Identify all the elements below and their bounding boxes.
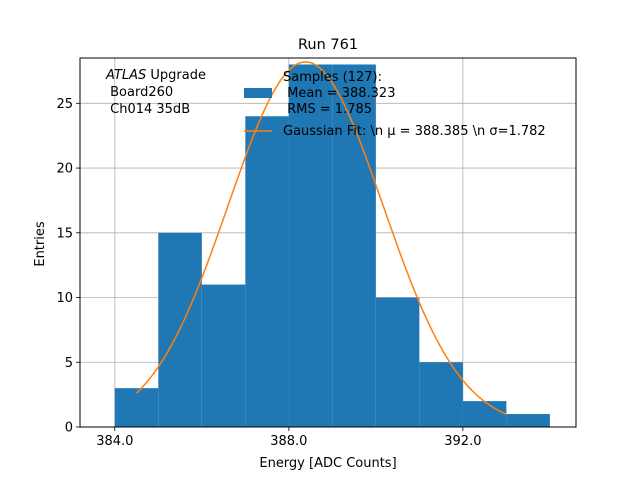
histogram-bar — [288, 64, 333, 427]
gaussian-fit-curve — [136, 61, 507, 415]
x-axis-label: Energy [ADC Counts] — [259, 456, 396, 471]
annotation-upgrade: Upgrade — [146, 68, 206, 83]
annotation-line-3: Ch014 35dB — [106, 102, 190, 117]
y-tick-label: 5 — [65, 356, 73, 371]
y-axis-label: Entries — [33, 221, 48, 267]
x-tick-label: 388.0 — [270, 434, 307, 449]
y-tick-label: 10 — [56, 291, 73, 306]
chart-title: Run 761 — [298, 37, 358, 53]
legend-samples-line-1: Samples (127): — [283, 70, 382, 85]
legend: Samples (127): Mean = 388.323 RMS = 1.78… — [244, 70, 546, 139]
histogram-bar — [506, 414, 550, 427]
y-tick-label: 20 — [56, 162, 73, 177]
x-tick-label: 384.0 — [96, 434, 133, 449]
histogram-bar — [332, 64, 376, 427]
gaussian-fit — [136, 61, 507, 415]
histogram-bar — [375, 297, 420, 427]
y-tick-label: 0 — [65, 421, 73, 436]
histogram-bar — [462, 401, 507, 427]
legend-samples-line-3: RMS = 1.785 — [283, 102, 372, 117]
legend-samples-line-2: Mean = 388.323 — [283, 86, 395, 101]
histogram-bars — [114, 64, 550, 428]
atlas-annotation: ATLAS Upgrade Board260 Ch014 35dB — [105, 68, 206, 117]
histogram-bar — [201, 284, 246, 427]
histogram-bar — [419, 362, 463, 427]
y-tick-label: 25 — [56, 97, 73, 112]
annotation-line-1: ATLAS Upgrade — [105, 68, 206, 83]
legend-samples-swatch — [244, 88, 272, 98]
axis-ticks: 384.0 388.0 392.0 0 5 10 15 20 25 — [56, 97, 481, 449]
y-tick-label: 15 — [56, 226, 73, 241]
annotation-line-2: Board260 — [106, 85, 173, 100]
plot-frame — [79, 57, 577, 428]
legend-fit-label: Gaussian Fit: \n μ = 388.385 \n σ=1.782 — [283, 124, 546, 139]
x-tick-label: 392.0 — [444, 434, 481, 449]
histogram-bar — [245, 116, 289, 428]
histogram-bar — [114, 388, 159, 427]
annotation-atlas: ATLAS — [105, 68, 146, 83]
